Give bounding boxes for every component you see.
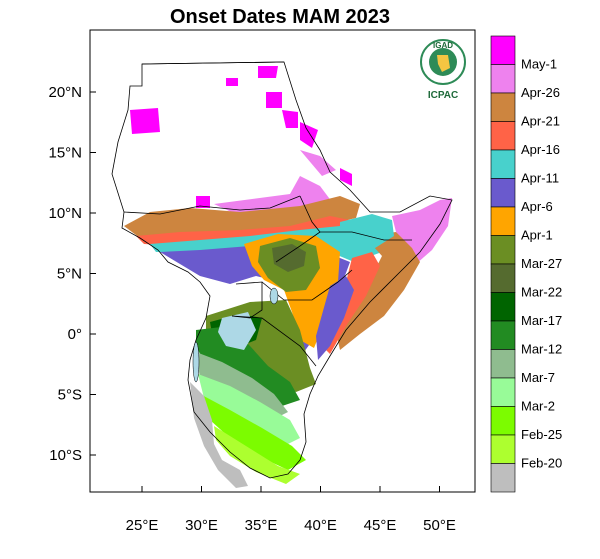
- lakes: [192, 287, 279, 383]
- region-southwest-no-onset: [190, 382, 248, 488]
- region-tanzania-mar12: [196, 326, 300, 406]
- legend-label: Feb-20: [521, 456, 562, 471]
- legend-label: Apr-1: [521, 228, 553, 243]
- lat-tick-label: 20°N: [48, 84, 82, 101]
- legend-label: Mar-12: [521, 342, 562, 357]
- region-sudan-apr26: [214, 150, 336, 216]
- legend-swatch: [490, 149, 516, 179]
- region-tanzania-mar7: [196, 352, 288, 420]
- legend-swatch: [490, 377, 516, 407]
- lon-tick-label: 35°E: [245, 517, 278, 534]
- legend-swatch: [490, 121, 516, 151]
- logo-africa-icon: [437, 55, 450, 72]
- region-horn-apr26: [392, 198, 452, 264]
- legend-swatch: [490, 406, 516, 436]
- legend-swatch: [490, 292, 516, 322]
- sudan-egypt-border: [141, 61, 285, 65]
- lon-tick-label: 30°E: [185, 517, 218, 534]
- lon-tick-label: 45°E: [364, 517, 397, 534]
- legend-swatch: [490, 92, 516, 122]
- legend-label: Mar-17: [521, 313, 562, 328]
- legend-label: Apr-16: [521, 142, 560, 157]
- lon-tick-label: 50°E: [423, 517, 456, 534]
- region-tanzania-feb20: [214, 426, 300, 484]
- legend-label: Apr-6: [521, 199, 553, 214]
- longitude-labels: 25°E 30°E 35°E 40°E 45°E 50°E: [126, 486, 456, 534]
- legend-swatch: [490, 35, 516, 65]
- legend-label: Apr-21: [521, 114, 560, 129]
- region-lake-victoria: [218, 312, 256, 350]
- legend-swatch: [490, 434, 516, 464]
- icpac-logo: IGAD ICPAC: [420, 39, 466, 101]
- onset-regions: [124, 66, 452, 488]
- legend-label: Apr-26: [521, 85, 560, 100]
- region-somalia-apr11: [340, 214, 394, 256]
- region-outline: [111, 61, 453, 479]
- lat-tick-label: 10°N: [48, 205, 82, 222]
- legend-swatch: [490, 349, 516, 379]
- sudan-south-border: [123, 195, 301, 215]
- region-kenya-apr6: [316, 276, 354, 360]
- legend: May-1 Apr-26 Apr-21 Apr-16 Apr-11 Apr-6 Apr-1 M…: [490, 35, 562, 493]
- legend-label: Mar-27: [521, 256, 562, 271]
- country-borders: [111, 61, 453, 479]
- lat-tick-label: 15°N: [48, 145, 82, 162]
- region-tanzania-mar2: [198, 374, 300, 448]
- legend-swatch: [490, 320, 516, 350]
- legend-label: Mar-2: [521, 399, 555, 414]
- lon-tick-label: 40°E: [304, 517, 337, 534]
- legend-label: Mar-22: [521, 285, 562, 300]
- lon-tick-label: 25°E: [126, 517, 159, 534]
- legend-swatch: [490, 64, 516, 94]
- lake-turkana: [269, 287, 279, 305]
- ethiopia-somalia-border: [320, 231, 412, 241]
- legend-label: Apr-11: [521, 171, 559, 186]
- legend-swatch: [490, 235, 516, 265]
- legend-swatch: [490, 263, 516, 293]
- legend-label: Mar-7: [521, 370, 555, 385]
- legend-swatch: [490, 178, 516, 208]
- lat-tick-label: 5°N: [57, 266, 82, 283]
- lat-tick-label: 5°S: [58, 387, 82, 404]
- legend-label: Feb-25: [521, 427, 562, 442]
- logo-bottom-text: ICPAC: [428, 90, 458, 101]
- region-somalia-apr21: [336, 232, 420, 350]
- lat-tick-label: 0°: [68, 326, 82, 343]
- uganda-border: [231, 281, 263, 319]
- map-title: Onset Dates MAM 2023: [169, 6, 391, 28]
- region-tanzania-feb25: [200, 394, 306, 470]
- legend-label: May-1: [521, 57, 557, 72]
- legend-swatch: [490, 206, 516, 236]
- lat-tick-label: 10°S: [49, 447, 82, 464]
- lake-tanganyika: [192, 341, 200, 383]
- tanzania-border: [231, 315, 317, 367]
- legend-swatch: [490, 463, 516, 493]
- latitude-labels: 20°N 15°N 10°N 5°N 0° 5°S 10°S: [48, 84, 96, 464]
- logo-top-text: IGAD: [433, 41, 453, 50]
- region-ethiopia-mar22: [272, 244, 306, 272]
- region-north-sudan-may: [130, 66, 352, 214]
